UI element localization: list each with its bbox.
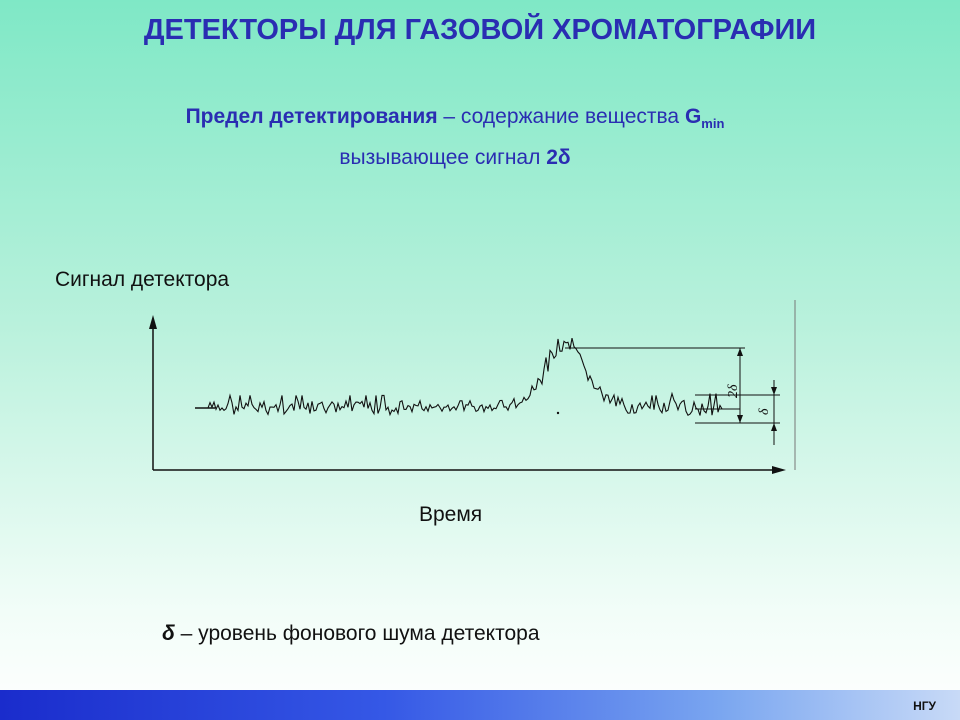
- y-axis-arrow: [149, 315, 157, 329]
- peak-base-dot: [556, 411, 560, 415]
- definition-term: Предел детектирования: [185, 105, 438, 128]
- legend-symbol: δ: [162, 622, 175, 645]
- footer-org: НГУ: [913, 699, 936, 713]
- x-axis-arrow: [772, 466, 786, 474]
- dim-2delta-arrow-top: [737, 348, 743, 356]
- detector-signal-diagram: 2δ δ: [149, 300, 796, 474]
- legend-text: – уровень фонового шума детектора: [174, 622, 540, 645]
- definition-symbol: G: [684, 105, 702, 128]
- y-axis-label: Сигнал детектора: [55, 268, 230, 291]
- dim-2delta-label: 2δ: [726, 384, 741, 398]
- footer-bar: НГУ: [0, 690, 960, 720]
- definition-line-2: вызывающее сигнал 2δ: [0, 141, 910, 175]
- dim-delta-label: δ: [757, 408, 772, 415]
- definition-line-1: Предел детектирования – содержание вещес…: [0, 100, 910, 141]
- signal-trace: [207, 337, 725, 417]
- dim-2delta-arrow-bottom: [737, 415, 743, 423]
- definition-text: – содержание вещества: [437, 105, 685, 128]
- legend-note: δ – уровень фонового шума детектора: [162, 622, 540, 646]
- dim-delta-arrow-top: [771, 387, 777, 395]
- definition-line2-value: 2δ: [546, 146, 571, 170]
- dim-delta-arrow-bottom: [771, 423, 777, 431]
- definition-subscript: min: [701, 116, 725, 132]
- slide-title: ДЕТЕКТОРЫ ДЛЯ ГАЗОВОЙ ХРОМАТОГРАФИИ: [143, 14, 817, 46]
- definition-line2-text: вызывающее сигнал: [339, 146, 547, 170]
- x-axis-label: Время: [419, 503, 483, 526]
- definition: Предел детектирования – содержание вещес…: [0, 100, 910, 175]
